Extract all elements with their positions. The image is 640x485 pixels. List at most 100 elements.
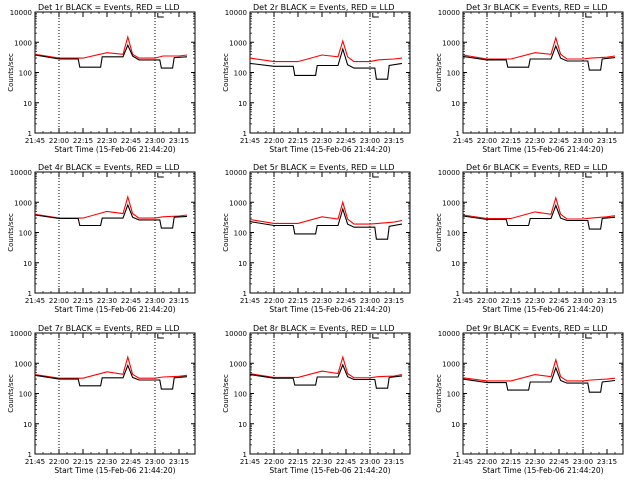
series-line-lld	[462, 35, 616, 60]
x-tick-label: 23:15	[169, 458, 189, 466]
chart-panel-8: Det 8r BLACK = Events, RED = LLD 1 10 100 10…	[222, 324, 411, 475]
y-tick-label: 1000	[229, 199, 247, 207]
chart-title: Det 1r BLACK = Events, RED = LLD	[38, 3, 180, 12]
x-tick-label: 23:00	[573, 137, 593, 145]
y-axis-label: Counts/sec	[7, 374, 15, 413]
chart-panel-3: Det 3r BLACK = Events, RED = LLD 1 10 100 10…	[435, 3, 624, 154]
y-tick-label: 100	[447, 230, 460, 238]
y-tick-label: 10	[23, 421, 32, 429]
series-line-lld	[34, 194, 188, 219]
x-tick-label: 22:00	[477, 458, 497, 466]
x-tick-label: 22:45	[549, 297, 569, 305]
x-tick-label: 22:30	[97, 137, 117, 145]
chart-title: Det 8r BLACK = Events, RED = LLD	[253, 324, 395, 333]
series-line-lld	[249, 39, 403, 63]
y-tick-label: 10000	[438, 330, 460, 338]
y-axis-label: Counts/sec	[7, 53, 15, 92]
x-tick-label: 22:15	[288, 297, 308, 305]
y-tick-label: 10000	[438, 169, 460, 177]
x-tick-label: 22:15	[73, 297, 93, 305]
x-tick-label: 21:45	[25, 137, 45, 145]
x-tick-label: 22:00	[477, 137, 497, 145]
y-tick-label: 10	[238, 260, 247, 268]
top-marker	[372, 334, 379, 339]
x-tick-label: 23:00	[360, 458, 380, 466]
y-tick-label: 1000	[229, 39, 247, 47]
top-marker	[585, 173, 592, 178]
series-line-events	[34, 363, 188, 390]
series-line-lld	[249, 355, 403, 379]
chart-panel-2: Det 2r BLACK = Events, RED = LLD 1 10 100 10…	[222, 3, 411, 154]
y-tick-label: 10	[451, 421, 460, 429]
x-tick-label: 22:00	[264, 297, 284, 305]
chart-title: Det 9r BLACK = Events, RED = LLD	[466, 324, 608, 333]
chart-title: Det 5r BLACK = Events, RED = LLD	[253, 163, 395, 172]
y-axis-label: Counts/sec	[435, 213, 443, 252]
x-tick-label: 21:45	[453, 458, 473, 466]
y-tick-label: 10000	[225, 169, 247, 177]
x-tick-label: 22:30	[525, 297, 545, 305]
x-tick-label: 22:15	[501, 297, 521, 305]
y-axis-label: Counts/sec	[435, 374, 443, 413]
series-line-lld	[462, 357, 616, 382]
x-tick-label: 23:15	[597, 297, 617, 305]
y-tick-label: 100	[447, 70, 460, 78]
x-tick-label: 22:45	[121, 137, 141, 145]
y-tick-label: 1	[243, 130, 247, 138]
x-tick-label: 23:00	[145, 137, 165, 145]
x-tick-label: 21:45	[453, 137, 473, 145]
y-tick-label: 100	[19, 391, 32, 399]
y-tick-label: 1	[243, 290, 247, 298]
x-tick-label: 23:15	[169, 137, 189, 145]
y-tick-label: 10000	[438, 9, 460, 17]
top-marker	[157, 13, 164, 18]
y-tick-label: 10	[23, 260, 32, 268]
chart-title: Det 6r BLACK = Events, RED = LLD	[466, 163, 608, 172]
y-tick-label: 10	[451, 260, 460, 268]
y-tick-label: 10	[23, 100, 32, 108]
x-axis-label: Start Time (15-Feb-06 21:44:20)	[54, 305, 175, 314]
x-tick-label: 21:45	[453, 297, 473, 305]
series-line-events	[34, 203, 188, 229]
y-tick-label: 1000	[14, 360, 32, 368]
x-tick-label: 22:30	[312, 137, 332, 145]
series-line-events	[462, 366, 616, 393]
y-tick-label: 1	[456, 130, 460, 138]
x-tick-label: 22:30	[312, 297, 332, 305]
chart-panel-6: Det 6r BLACK = Events, RED = LLD 1 10 100 10…	[435, 163, 624, 314]
x-axis-label: Start Time (15-Feb-06 21:44:20)	[269, 145, 390, 154]
y-tick-label: 1	[28, 130, 32, 138]
y-tick-label: 1	[456, 290, 460, 298]
y-tick-label: 10000	[10, 330, 32, 338]
series-line-lld	[462, 195, 616, 220]
y-tick-label: 1000	[442, 39, 460, 47]
series-line-events	[462, 44, 616, 71]
y-axis-label: Counts/sec	[222, 213, 230, 252]
y-tick-label: 1000	[229, 360, 247, 368]
x-tick-label: 22:15	[501, 458, 521, 466]
x-tick-label: 22:00	[49, 297, 69, 305]
y-tick-label: 100	[234, 70, 247, 78]
chart-panel-7: Det 7r BLACK = Events, RED = LLD 1 10 100 10…	[7, 324, 196, 475]
x-tick-label: 23:15	[597, 458, 617, 466]
x-tick-label: 22:15	[288, 458, 308, 466]
y-tick-label: 1000	[14, 39, 32, 47]
y-axis-label: Counts/sec	[7, 213, 15, 252]
series-line-lld	[34, 34, 188, 59]
chart-title: Det 7r BLACK = Events, RED = LLD	[38, 324, 180, 333]
x-tick-label: 22:30	[525, 458, 545, 466]
x-tick-label: 23:15	[597, 137, 617, 145]
y-tick-label: 1	[28, 290, 32, 298]
y-tick-label: 10000	[10, 9, 32, 17]
x-tick-label: 21:45	[240, 137, 260, 145]
x-tick-label: 22:00	[264, 458, 284, 466]
chart-title: Det 4r BLACK = Events, RED = LLD	[38, 163, 180, 172]
series-line-events	[462, 203, 616, 230]
y-tick-label: 100	[19, 230, 32, 238]
x-tick-label: 22:00	[264, 137, 284, 145]
x-tick-label: 23:15	[169, 297, 189, 305]
x-axis-label: Start Time (15-Feb-06 21:44:20)	[54, 466, 175, 475]
x-axis-label: Start Time (15-Feb-06 21:44:20)	[482, 145, 603, 154]
